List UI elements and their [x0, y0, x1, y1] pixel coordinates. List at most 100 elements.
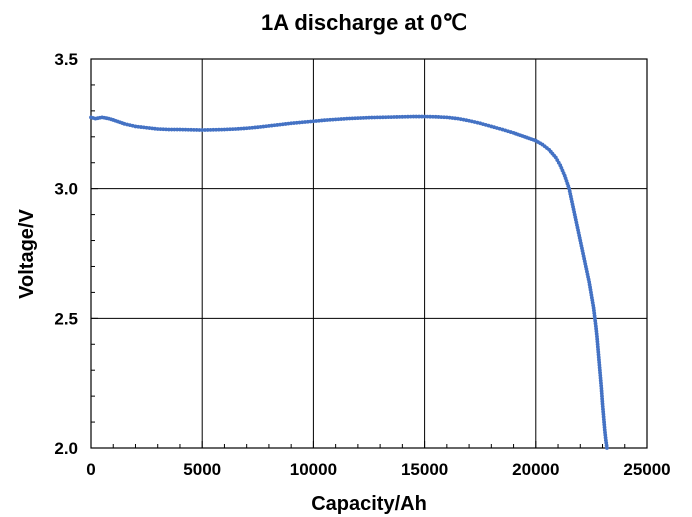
data-point [294, 120, 299, 125]
data-point [166, 127, 171, 132]
data-point [292, 121, 296, 125]
y-axis-label: Voltage/V [16, 209, 38, 299]
data-point [383, 115, 388, 120]
chart-title: 1A discharge at 0℃ [261, 10, 467, 35]
x-tick-label-2: 10000 [290, 460, 337, 479]
data-point [369, 115, 374, 120]
data-point [283, 122, 288, 126]
data-point [439, 115, 444, 119]
data-point [233, 127, 238, 131]
data-point [305, 119, 310, 124]
data-point [419, 114, 424, 119]
data-point [169, 127, 174, 132]
data-point [308, 119, 313, 124]
data-point [314, 119, 319, 123]
data-point [219, 127, 224, 132]
data-point [155, 127, 160, 131]
data-point [392, 115, 396, 119]
x-tick-label-1: 5000 [183, 460, 221, 479]
x-tick-label-5: 25000 [623, 460, 670, 479]
x-tick-label-0: 0 [86, 460, 95, 479]
data-point [239, 126, 244, 131]
data-point [186, 127, 191, 132]
data-point [144, 125, 149, 130]
axis-ticks [90, 58, 648, 449]
data-point [197, 128, 202, 132]
data-point [336, 117, 341, 122]
data-point [216, 127, 221, 132]
data-point [325, 118, 330, 122]
data-point [242, 126, 246, 131]
data-point [400, 114, 405, 119]
data-point [244, 126, 249, 131]
data-point [417, 114, 421, 119]
data-point [264, 124, 269, 129]
data-point [411, 114, 416, 119]
data-point [339, 117, 344, 121]
data-point [200, 128, 205, 132]
grid-lines [91, 59, 647, 448]
data-point [222, 127, 227, 132]
data-point [389, 115, 394, 119]
data-point [136, 124, 141, 129]
data-point [250, 125, 255, 130]
data-point [172, 127, 177, 132]
data-point [272, 123, 277, 128]
data-point [408, 114, 413, 119]
data-point [208, 127, 213, 132]
data-point [164, 127, 168, 132]
data-point [347, 116, 352, 121]
data-point [361, 115, 366, 120]
data-point [180, 127, 185, 132]
x-tick-label-3: 15000 [401, 460, 448, 479]
data-point [153, 126, 157, 131]
x-tick-label-4: 20000 [512, 460, 559, 479]
data-point [386, 115, 391, 120]
data-point [453, 116, 458, 121]
data-point [355, 116, 360, 121]
y-tick-label-2: 3.0 [54, 180, 78, 199]
data-point [247, 126, 252, 130]
x-axis-label: Capacity/Ah [311, 493, 427, 515]
data-point [436, 115, 441, 119]
data-point [194, 128, 199, 132]
data-point [433, 114, 438, 119]
data-point [286, 121, 291, 126]
data-point [303, 120, 307, 124]
data-point [605, 446, 609, 450]
data-point [236, 126, 241, 131]
data-point [317, 118, 321, 123]
data-point [311, 119, 316, 124]
data-point [322, 118, 327, 123]
data-point [225, 127, 230, 132]
data-point [275, 123, 280, 127]
y-tick-label-3: 3.5 [54, 50, 78, 69]
data-points [89, 114, 609, 450]
data-point [158, 127, 163, 132]
data-point [289, 121, 294, 126]
data-point [253, 125, 257, 130]
data-point [364, 115, 369, 120]
data-point [141, 125, 146, 130]
data-point [447, 115, 452, 120]
data-point [367, 115, 371, 120]
data-point [189, 127, 193, 132]
data-point [378, 115, 383, 120]
data-point [333, 117, 338, 122]
data-point [344, 116, 349, 121]
data-point [450, 116, 455, 120]
data-point [442, 115, 446, 120]
data-point [203, 128, 207, 132]
data-point [228, 127, 232, 132]
data-point [161, 127, 166, 132]
data-point [183, 127, 188, 132]
data-point [133, 124, 138, 129]
data-point [422, 114, 427, 119]
data-point [414, 114, 419, 119]
data-point [372, 115, 377, 120]
data-point [328, 117, 332, 122]
data-point [214, 127, 219, 132]
data-point [255, 125, 260, 130]
y-tick-label-1: 2.5 [54, 309, 78, 328]
data-point [230, 127, 235, 132]
